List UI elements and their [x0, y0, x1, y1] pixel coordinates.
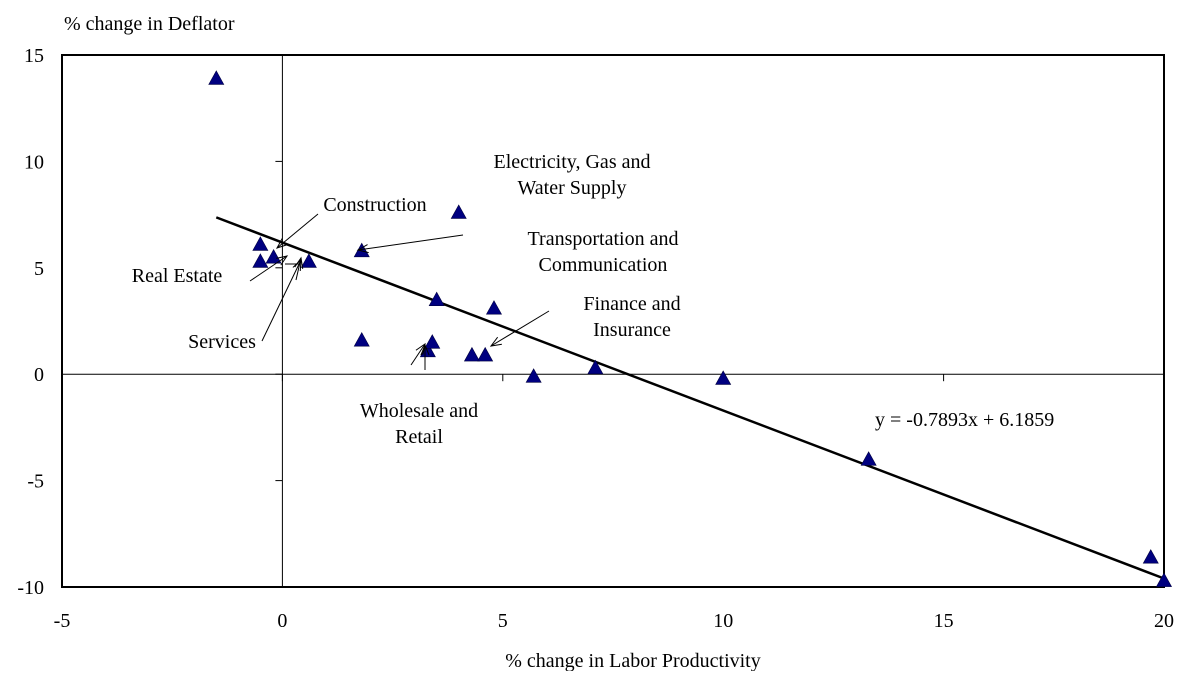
y-tick-label: 0: [34, 364, 44, 386]
leader-line: [249, 255, 288, 282]
annotation-line: Services: [188, 331, 256, 353]
data-points: [208, 70, 1173, 587]
annotation-label: Services: [188, 331, 256, 353]
zero-axes: [62, 55, 1164, 587]
annotation-label: Real Estate: [132, 265, 223, 287]
data-point-marker: [1155, 572, 1173, 587]
annotation-line: Retail: [395, 426, 443, 448]
x-tick-label: 10: [713, 610, 733, 632]
annotation-line: Wholesale and: [360, 400, 478, 422]
data-point-marker: [252, 253, 269, 268]
annotation-label: Electricity, Gas and Water Supply: [494, 151, 651, 199]
y-tick-label: -10: [17, 577, 44, 599]
data-point-marker: [587, 359, 604, 375]
annotation-line: Finance and: [583, 293, 680, 315]
y-tick-label: 15: [24, 45, 44, 67]
data-point-marker: [424, 334, 441, 349]
x-tick-label: 0: [277, 610, 287, 632]
trendline-equation: y = -0.7893x + 6.1859: [875, 409, 1054, 431]
annotation-arrows: [249, 213, 550, 370]
data-point-marker: [428, 291, 445, 307]
leader-arrowhead: [275, 238, 288, 249]
data-point-marker: [252, 236, 269, 251]
data-point-marker: [208, 70, 225, 85]
data-point-marker: [353, 332, 370, 347]
data-point-marker: [525, 368, 542, 383]
tick-group: -5 0 5 10 15 20 -10 -5 0 5 10 15: [17, 45, 1174, 632]
annotation-line: Insurance: [593, 319, 671, 341]
annotation-line: Transportation and: [528, 228, 679, 250]
annotation-labels: Electricity, Gas and Water Supply Construc…: [132, 151, 681, 448]
trendline: [215, 216, 1165, 580]
annotation-line: Real Estate: [132, 265, 223, 287]
data-point-marker: [477, 346, 494, 362]
data-point-marker: [450, 204, 467, 219]
annotation-label: Wholesale and Retail: [360, 400, 478, 448]
x-tick-label: 15: [934, 610, 954, 632]
annotation-line: Electricity, Gas and: [494, 151, 651, 173]
plot-area-frame: [61, 54, 1165, 588]
leader-line: [276, 213, 319, 249]
leader-line: [357, 234, 464, 251]
leader-line: [295, 257, 302, 281]
leader-line: [410, 343, 426, 366]
annotation-line: Water Supply: [518, 177, 627, 199]
leader-arrowhead: [489, 336, 502, 347]
leader-line: [490, 310, 550, 347]
x-tick-label: 5: [498, 610, 508, 632]
leader-line: [261, 259, 302, 342]
x-tick-label: -5: [54, 610, 71, 632]
annotation-label: Finance and Insurance: [583, 293, 680, 341]
data-point-marker: [715, 370, 732, 385]
leader-arrowhead: [276, 255, 289, 266]
data-point-marker: [300, 253, 317, 268]
y-tick-label: 10: [24, 151, 44, 173]
data-point-marker: [485, 300, 502, 315]
y-tick-label: 5: [34, 258, 44, 280]
y-axis-title: % change in Deflator: [64, 13, 235, 35]
data-point-marker: [1142, 549, 1159, 564]
y-tick-label: -5: [27, 471, 44, 493]
x-axis-title: % change in Labor Productivity: [505, 650, 761, 671]
annotation-label: Construction: [323, 194, 426, 216]
annotation-label: Transportation and Communication: [528, 228, 679, 276]
data-point-marker: [265, 249, 282, 264]
data-point-marker: [860, 451, 877, 466]
annotation-line: Construction: [323, 194, 426, 216]
leader-arrowhead: [420, 343, 430, 356]
data-point-marker: [463, 346, 480, 362]
leader-arrowhead: [356, 244, 369, 254]
x-tick-label: 20: [1154, 610, 1174, 632]
annotation-line: Communication: [539, 254, 668, 276]
